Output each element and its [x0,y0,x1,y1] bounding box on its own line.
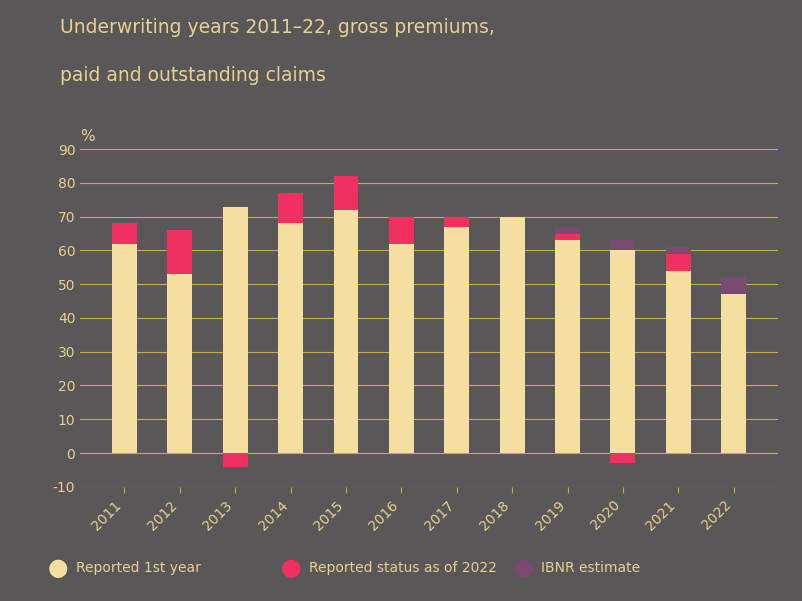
Text: IBNR estimate: IBNR estimate [541,561,641,575]
Bar [555,227,580,234]
Text: paid and outstanding claims: paid and outstanding claims [60,66,326,85]
Bar [278,224,303,453]
Bar [555,240,580,453]
Bar [555,234,580,240]
Bar [334,176,358,210]
Text: Reported 1st year: Reported 1st year [76,561,201,575]
Bar [334,210,358,453]
Bar [278,193,303,224]
Bar [610,240,635,251]
Bar [168,230,192,274]
Bar [389,243,414,453]
Bar [500,216,525,453]
Bar [168,274,192,453]
Bar [610,453,635,463]
Text: %: % [80,129,95,144]
Bar [444,227,469,453]
Bar [223,207,248,453]
Text: ●: ● [281,556,302,580]
Bar [112,243,137,453]
Bar [389,216,414,243]
Bar [721,278,746,294]
Bar [223,453,248,466]
Text: ●: ● [513,556,534,580]
Bar [666,254,691,270]
Bar [444,216,469,227]
Bar [721,294,746,453]
Bar [666,270,691,453]
Bar [610,251,635,453]
Text: Underwriting years 2011–22, gross premiums,: Underwriting years 2011–22, gross premiu… [60,18,495,37]
Text: Reported status as of 2022: Reported status as of 2022 [309,561,496,575]
Bar [666,247,691,254]
Text: ●: ● [48,556,69,580]
Bar [112,224,137,243]
